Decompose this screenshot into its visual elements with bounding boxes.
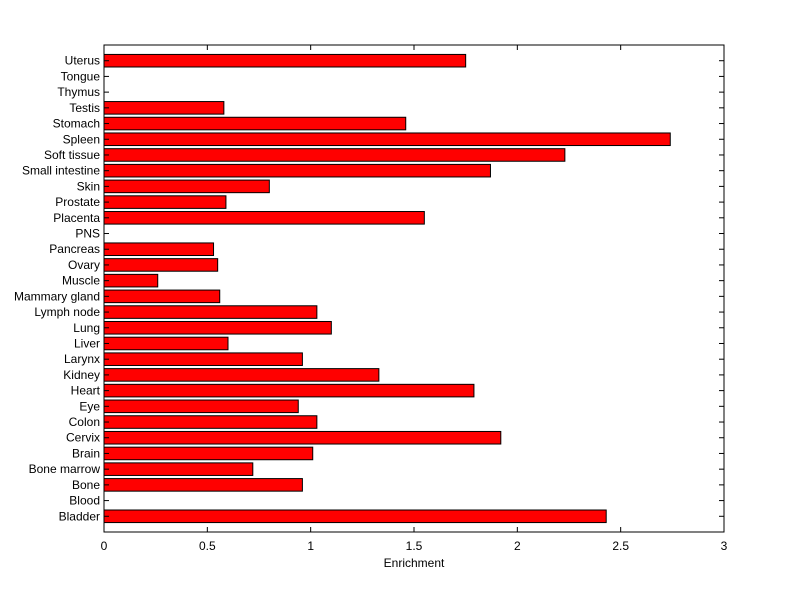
bar-kidney — [103, 368, 380, 382]
y-tick-label-mammary-gland: Mammary gland — [14, 289, 100, 303]
y-tick-label-pancreas: Pancreas — [49, 242, 100, 256]
bar-cervix — [103, 430, 502, 445]
x-tick-label-0: 0 — [101, 539, 108, 553]
y-tick-label-heart: Heart — [71, 384, 101, 398]
bar-spleen — [103, 132, 671, 147]
y-tick-label-kidney: Kidney — [63, 368, 100, 382]
bar-lymph-node — [103, 305, 318, 319]
bar-stomach — [103, 116, 407, 131]
y-tick-label-bone: Bone — [72, 478, 100, 492]
y-tick-label-soft-tissue: Soft tissue — [44, 148, 100, 162]
y-tick-label-testis: Testis — [69, 101, 100, 115]
x-tick-label-6: 3 — [721, 539, 728, 553]
bar-bone-marrow — [103, 462, 254, 476]
y-tick-label-bone-marrow: Bone marrow — [29, 462, 101, 476]
bar-eye — [103, 399, 299, 414]
bar-larynx — [103, 352, 303, 366]
y-tick-label-cervix: Cervix — [66, 431, 100, 445]
y-tick-label-bladder: Bladder — [59, 509, 100, 523]
bar-small-intestine — [103, 163, 491, 178]
bar-brain — [103, 446, 314, 461]
bar-colon — [103, 415, 318, 429]
bar-placenta — [103, 211, 425, 225]
y-tick-label-placenta: Placenta — [53, 211, 100, 225]
bar-mammary-gland — [103, 289, 221, 304]
y-tick-label-tongue: Tongue — [61, 69, 101, 83]
y-tick-label-colon: Colon — [69, 415, 100, 429]
x-tick-label-1: 0.5 — [199, 539, 216, 553]
bar-prostate — [103, 195, 227, 209]
y-tick-label-brain: Brain — [72, 446, 100, 460]
y-tick-label-small-intestine: Small intestine — [22, 164, 100, 178]
bar-ovary — [103, 258, 219, 272]
bar-muscle — [103, 273, 159, 288]
y-tick-label-prostate: Prostate — [55, 195, 100, 209]
bars-layer — [103, 53, 671, 524]
y-tick-label-uterus: Uterus — [65, 54, 100, 68]
bar-heart — [103, 383, 475, 398]
bar-bone — [103, 478, 303, 492]
bar-bladder — [103, 509, 607, 524]
bar-soft-tissue — [103, 148, 566, 162]
y-tick-label-ovary: Ovary — [68, 258, 100, 272]
y-tick-label-blood: Blood — [69, 494, 100, 508]
y-tick-label-skin: Skin — [77, 179, 100, 193]
x-tick-label-3: 1.5 — [406, 539, 423, 553]
bar-pancreas — [103, 242, 215, 257]
x-axis-label: Enrichment — [384, 556, 445, 570]
y-tick-label-thymus: Thymus — [57, 85, 100, 99]
y-tick-label-eye: Eye — [79, 399, 100, 413]
y-tick-label-lymph-node: Lymph node — [34, 305, 100, 319]
y-tick-label-spleen: Spleen — [63, 132, 100, 146]
bar-lung — [103, 320, 332, 335]
y-tick-label-liver: Liver — [74, 336, 100, 350]
bar-liver — [103, 336, 229, 351]
x-tick-label-2: 1 — [307, 539, 314, 553]
y-tick-label-lung: Lung — [73, 321, 100, 335]
y-tick-label-larynx: Larynx — [64, 352, 100, 366]
x-tick-label-5: 2.5 — [612, 539, 629, 553]
plot-frame — [103, 44, 725, 533]
y-tick-label-stomach: Stomach — [53, 117, 100, 131]
bar-testis — [103, 101, 225, 115]
y-tick-label-muscle: Muscle — [62, 274, 100, 288]
bar-skin — [103, 179, 270, 194]
x-tick-labels: 0 0.5 1 1.5 2 2.5 3 — [101, 539, 728, 553]
y-tick-label-pns: PNS — [75, 227, 100, 241]
bar-uterus — [103, 53, 467, 68]
x-tick-label-4: 2 — [514, 539, 521, 553]
